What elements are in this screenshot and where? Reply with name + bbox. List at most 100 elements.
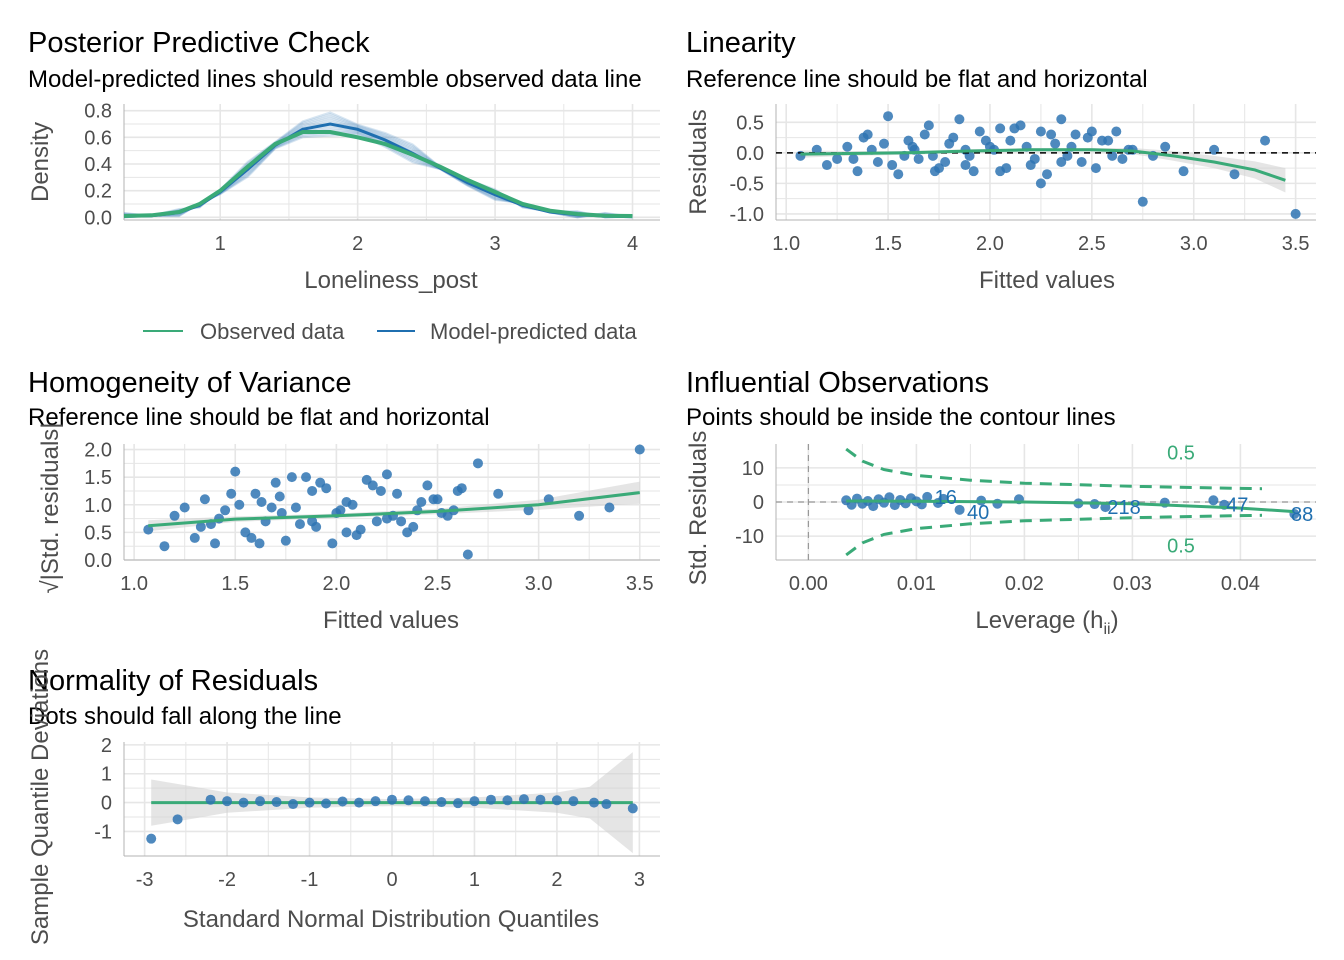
residual-point bbox=[1005, 135, 1016, 146]
quantile-point bbox=[436, 797, 447, 808]
quantile-point bbox=[370, 796, 381, 807]
x-tick-label: 1 bbox=[469, 869, 480, 891]
residual-point bbox=[879, 138, 889, 149]
residual-point bbox=[341, 527, 352, 538]
y-tick-label: 0.4 bbox=[84, 154, 112, 176]
residual-point bbox=[1035, 126, 1046, 137]
residual-point bbox=[893, 169, 904, 180]
residual-point bbox=[523, 505, 534, 516]
x-tick-label: 0.04 bbox=[1221, 573, 1260, 595]
ppc-ylabel: Density bbox=[27, 122, 54, 202]
x-tick-label: 1.0 bbox=[772, 233, 800, 255]
homogeneity-panel: Homogeneity of Variance Reference line s… bbox=[28, 367, 660, 634]
residual-point bbox=[1229, 169, 1240, 180]
quantile-point bbox=[601, 799, 612, 810]
x-tick-label: 1.5 bbox=[221, 573, 249, 595]
ppc-plot-area: 1 2 3 4 0.0 0.2 0.4 0.6 0.8 bbox=[84, 101, 660, 255]
x-tick-label: 2 bbox=[551, 869, 562, 891]
observation-label: 16 bbox=[935, 487, 957, 509]
residual-point bbox=[919, 129, 930, 140]
x-tick-label: 4 bbox=[627, 233, 638, 255]
y-tick-label: 10 bbox=[742, 458, 764, 480]
residual-point bbox=[294, 519, 305, 530]
residual-point bbox=[381, 513, 392, 524]
residual-point bbox=[1076, 157, 1087, 167]
residual-point bbox=[355, 524, 366, 535]
normality-panel: Normality of Residuals Dots should fall … bbox=[27, 649, 660, 945]
smooth-line bbox=[846, 499, 1295, 514]
residual-point bbox=[371, 516, 382, 527]
residual-point bbox=[493, 488, 504, 499]
ppc-title: Posterior Predictive Check bbox=[28, 27, 370, 59]
residual-point bbox=[604, 502, 615, 513]
influential-xlabel: Leverage (hii) bbox=[975, 607, 1118, 638]
residual-point bbox=[1178, 166, 1189, 177]
legend-observed-label: Observed data bbox=[200, 319, 345, 344]
residual-point bbox=[1160, 141, 1171, 152]
residual-point bbox=[1029, 153, 1040, 164]
residual-point bbox=[948, 132, 959, 143]
residual-point bbox=[335, 505, 346, 516]
residual-point bbox=[396, 516, 407, 527]
residual-point bbox=[883, 111, 894, 122]
x-tick-label: 3.5 bbox=[626, 573, 654, 595]
influential-panel: Influential Observations Points should b… bbox=[685, 367, 1316, 638]
residual-point bbox=[960, 160, 971, 171]
x-tick-label: 3.0 bbox=[1180, 233, 1208, 255]
x-tick-label: 0.03 bbox=[1113, 573, 1152, 595]
residual-point bbox=[1290, 208, 1301, 219]
residual-point bbox=[872, 157, 883, 167]
linearity-panel: Linearity Reference line should be flat … bbox=[685, 27, 1316, 294]
residual-point bbox=[250, 488, 261, 499]
quantile-point bbox=[146, 833, 157, 844]
residual-point bbox=[270, 477, 281, 488]
y-tick-label: 2 bbox=[101, 735, 112, 757]
quantile-point bbox=[403, 795, 414, 806]
residual-point bbox=[246, 532, 257, 543]
residual-point bbox=[301, 472, 312, 483]
influential-xlabel-sub: ii bbox=[1103, 621, 1110, 638]
residual-point bbox=[422, 480, 433, 491]
x-tick-label: 2.5 bbox=[424, 573, 452, 595]
x-tick-label: 1 bbox=[215, 233, 226, 255]
y-tick-label: 0.8 bbox=[84, 101, 112, 123]
smooth-line bbox=[148, 491, 640, 528]
y-tick-label: 0.5 bbox=[84, 522, 112, 544]
influential-title: Influential Observations bbox=[686, 367, 989, 399]
y-tick-label: 0.5 bbox=[736, 112, 764, 134]
quantile-point bbox=[321, 798, 332, 809]
x-tick-label: -3 bbox=[136, 869, 154, 891]
residual-point bbox=[230, 466, 241, 477]
x-tick-label: 0.00 bbox=[789, 573, 828, 595]
residual-point bbox=[234, 499, 245, 510]
homogeneity-title: Homogeneity of Variance bbox=[28, 367, 351, 399]
quantile-point bbox=[551, 795, 562, 806]
residual-point bbox=[887, 160, 898, 171]
residual-point bbox=[416, 497, 427, 507]
x-tick-label: 2.0 bbox=[976, 233, 1004, 255]
residual-point bbox=[286, 472, 297, 483]
contour-line-upper bbox=[845, 447, 1263, 491]
x-tick-label: 3 bbox=[490, 233, 501, 255]
residual-point bbox=[1082, 132, 1093, 143]
quantile-point bbox=[535, 794, 546, 805]
linearity-ylabel: Residuals bbox=[685, 109, 712, 214]
residual-point bbox=[543, 494, 554, 505]
normality-ylabel: Sample Quantile Deviations bbox=[27, 649, 54, 945]
residual-point bbox=[968, 166, 979, 177]
quantile-point bbox=[568, 796, 579, 807]
quantile-point bbox=[222, 796, 233, 807]
residual-point bbox=[254, 538, 265, 549]
residual-point bbox=[315, 477, 326, 488]
y-tick-label: -1.0 bbox=[730, 204, 764, 226]
x-tick-label: 2 bbox=[352, 233, 363, 255]
contour-label-lower: 0.5 bbox=[1167, 535, 1195, 557]
residual-point bbox=[307, 516, 318, 527]
residual-point bbox=[929, 166, 940, 177]
residual-point bbox=[1056, 114, 1067, 125]
contour-line-lower bbox=[845, 513, 1263, 557]
residual-point bbox=[634, 444, 645, 455]
quantile-point bbox=[502, 795, 513, 806]
observation-point bbox=[954, 504, 965, 515]
